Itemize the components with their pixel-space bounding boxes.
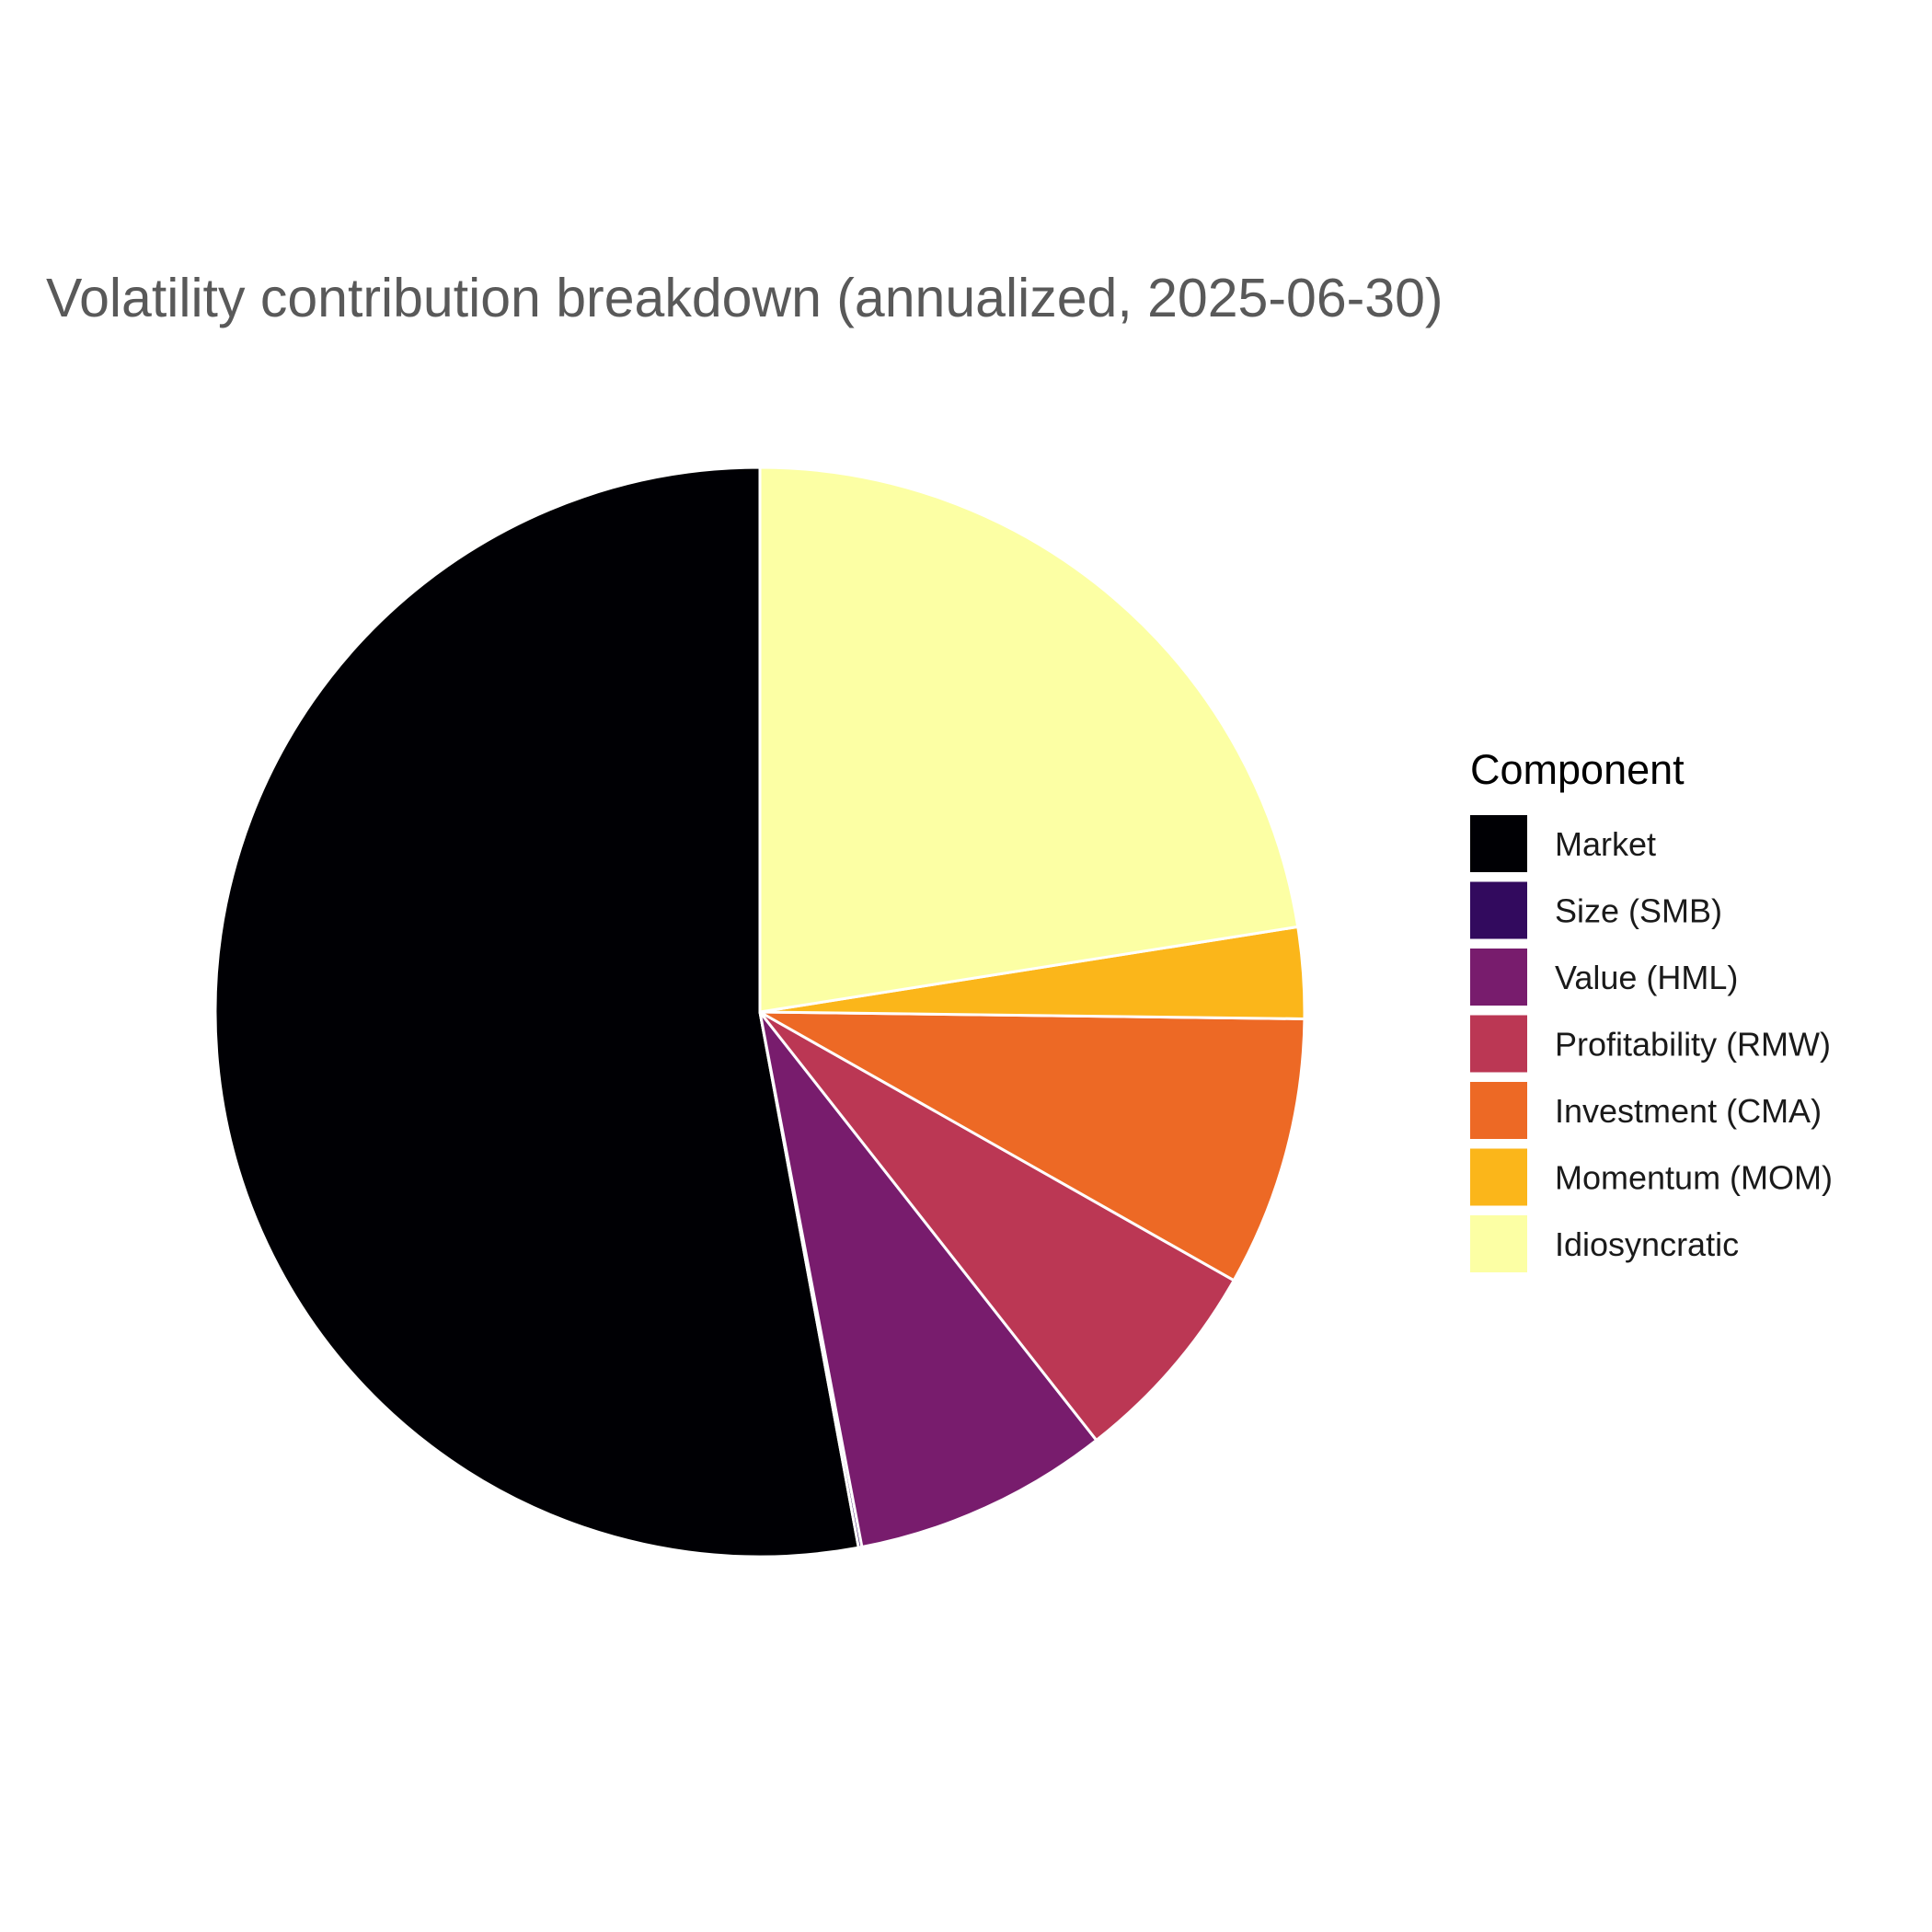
legend-label-momentum-mom: Momentum (MOM) bbox=[1555, 1159, 1833, 1197]
pie-slices bbox=[213, 466, 1306, 1558]
legend-swatch-idiosyncratic bbox=[1470, 1215, 1527, 1272]
legend-title: Component bbox=[1470, 746, 1685, 793]
legend-label-market: Market bbox=[1555, 825, 1656, 863]
legend-label-profitability-rmw: Profitability (RMW) bbox=[1555, 1026, 1831, 1064]
legend-items: Market Size (SMB) Value (HML) Profitability… bbox=[1470, 815, 1833, 1272]
legend-label-size-smb: Size (SMB) bbox=[1555, 892, 1722, 930]
legend-label-investment-cma: Investment (CMA) bbox=[1555, 1092, 1822, 1130]
legend-label-idiosyncratic: Idiosyncratic bbox=[1555, 1225, 1739, 1263]
pie-slice-idiosyncratic bbox=[758, 466, 1300, 1014]
legend: Component Market Size (SMB) Value (HML) Pro… bbox=[1470, 746, 1833, 1272]
legend-swatch-size-smb bbox=[1470, 881, 1527, 939]
legend-swatch-market bbox=[1470, 815, 1527, 872]
pie-slice-value-hml bbox=[758, 1010, 1098, 1549]
chart-title: Volatility contribution breakdown (annua… bbox=[46, 268, 1443, 328]
pie-slice-investment-cma bbox=[758, 1010, 1306, 1282]
legend-swatch-investment-cma bbox=[1470, 1082, 1527, 1139]
legend-label-value-hml: Value (HML) bbox=[1555, 959, 1738, 996]
legend-swatch-profitability-rmw bbox=[1470, 1015, 1527, 1073]
legend-swatch-momentum-mom bbox=[1470, 1148, 1527, 1206]
legend-swatch-value-hml bbox=[1470, 949, 1527, 1006]
pie-slice-profitability-rmw bbox=[758, 1010, 1236, 1442]
pie-slice-market bbox=[213, 466, 860, 1558]
